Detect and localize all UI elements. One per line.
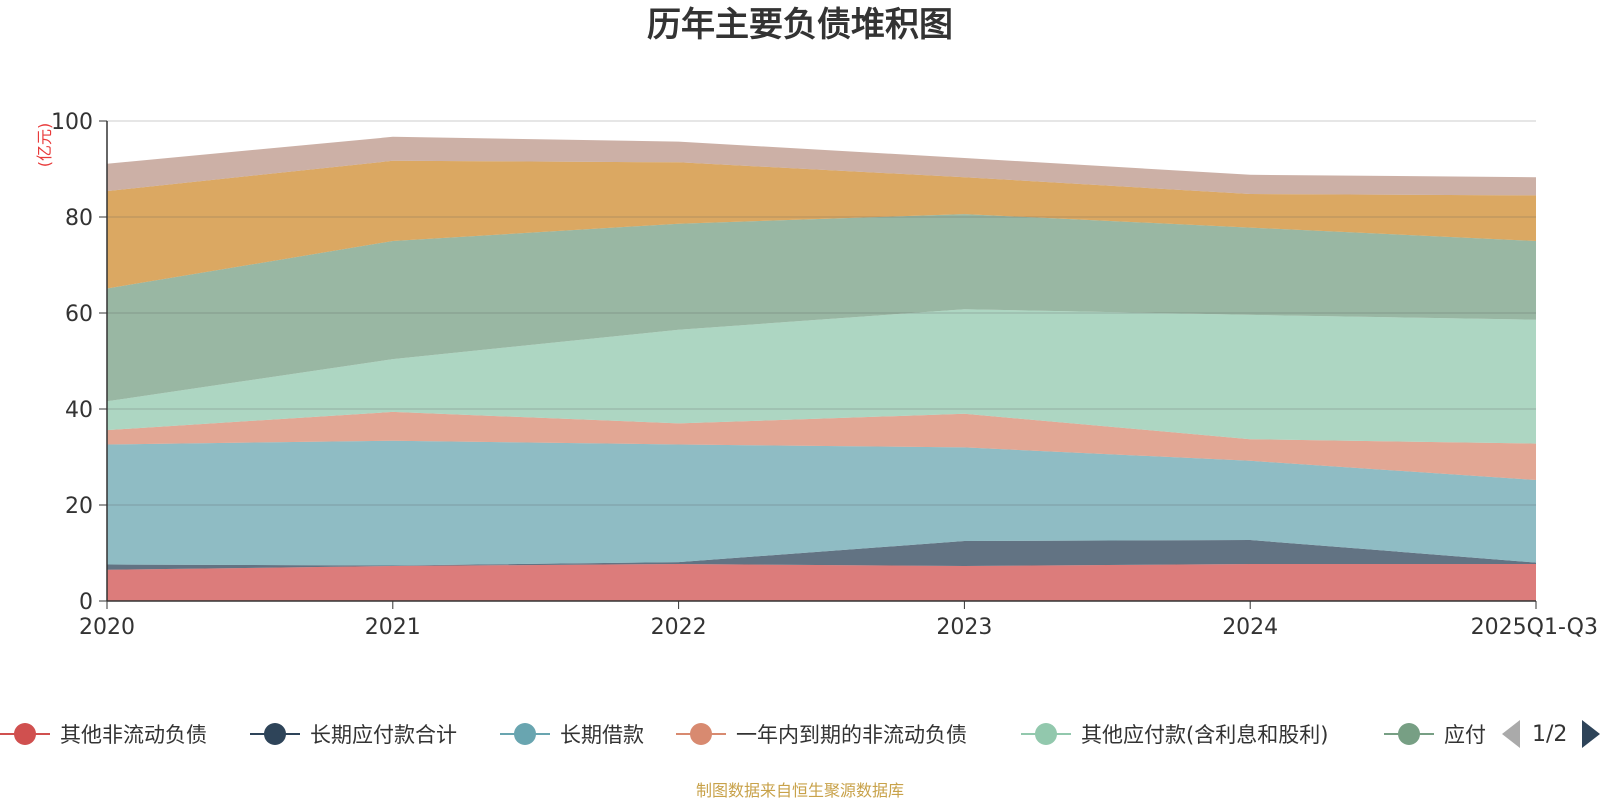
y-axis-unit-label: (亿元)	[35, 123, 54, 168]
y-tick-label: 60	[65, 302, 93, 327]
legend-label: 长期借款	[560, 723, 644, 747]
x-tick-label: 2024	[1222, 615, 1278, 640]
legend-next-page-icon[interactable]	[1582, 720, 1600, 748]
area-series-0	[107, 564, 1536, 601]
data-source-note: 制图数据来自恒生聚源数据库	[696, 781, 904, 800]
area-series-3	[107, 411, 1536, 480]
area-series-2	[107, 440, 1536, 566]
legend-item[interactable]: 长期应付款合计	[250, 723, 457, 747]
grid-lines	[99, 120, 1536, 602]
legend-circle-icon	[14, 723, 36, 745]
legend-circle-icon	[690, 723, 712, 745]
area-series-6	[107, 160, 1536, 289]
x-tick-labels: 2020 2021 2022 2023 2024 2025Q1-Q3	[79, 601, 1598, 640]
legend-circle-icon	[514, 723, 536, 745]
x-tick-label: 2021	[365, 615, 421, 640]
area-series-5	[107, 214, 1536, 402]
legend-item[interactable]: 应付	[1384, 723, 1486, 747]
legend-circle-icon	[264, 723, 286, 745]
legend-page-indicator: 1/2	[1532, 722, 1567, 747]
legend-label: 其他应付款(含利息和股利)	[1081, 723, 1328, 747]
x-tick-label: 2023	[936, 615, 992, 640]
legend-label: 应付	[1444, 723, 1486, 747]
legend-prev-page-icon[interactable]	[1502, 720, 1520, 748]
chart-title: 历年主要负债堆积图	[647, 5, 953, 45]
area-series-4	[107, 309, 1536, 444]
area-series-7	[107, 136, 1536, 196]
legend-circle-icon	[1398, 723, 1420, 745]
legend-label: 其他非流动负债	[60, 723, 207, 747]
x-tick-label: 2025Q1-Q3	[1471, 615, 1598, 640]
legend: 其他非流动负债 长期应付款合计 长期借款 一年内到期的非流动负债 其他应付款(含利息和股…	[0, 723, 1486, 747]
y-tick-labels: 0 20 40 60 80 100	[51, 110, 93, 615]
legend-item[interactable]: 其他应付款(含利息和股利)	[1021, 723, 1328, 747]
legend-item[interactable]: 长期借款	[500, 723, 644, 747]
legend-item[interactable]: 一年内到期的非流动负债	[676, 723, 967, 747]
y-tick-label: 80	[65, 206, 93, 231]
area-layers	[107, 136, 1536, 601]
legend-item[interactable]: 其他非流动负债	[0, 723, 207, 747]
y-tick-label: 0	[79, 590, 93, 615]
y-tick-label: 40	[65, 398, 93, 423]
x-tick-label: 2020	[79, 615, 135, 640]
axes	[106, 121, 1536, 602]
legend-circle-icon	[1035, 723, 1057, 745]
legend-label: 长期应付款合计	[310, 723, 457, 747]
legend-pager: 1/2	[1502, 720, 1600, 748]
legend-label: 一年内到期的非流动负债	[736, 723, 967, 747]
y-tick-label: 100	[51, 110, 93, 135]
y-tick-label: 20	[65, 494, 93, 519]
x-tick-label: 2022	[651, 615, 707, 640]
area-series-1	[107, 540, 1536, 570]
